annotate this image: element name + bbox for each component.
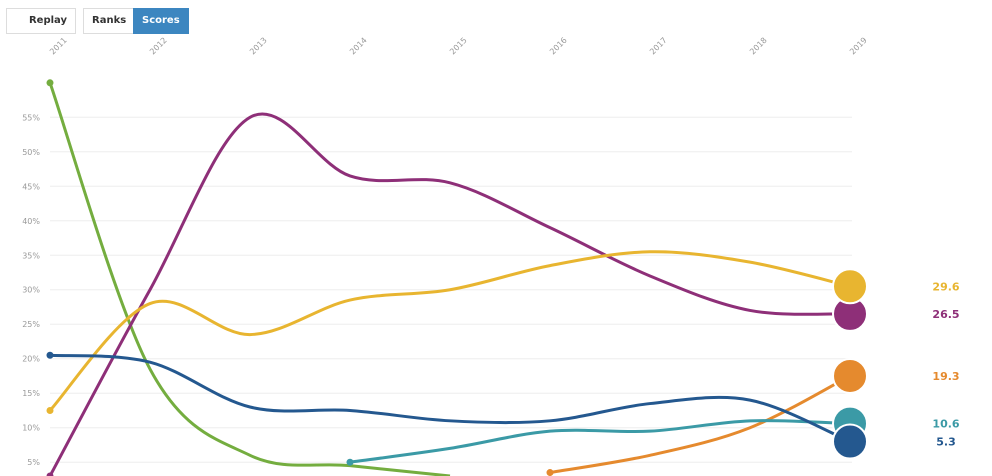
- series-line: [49, 353, 851, 443]
- value-label: 10.6: [932, 418, 959, 431]
- x-tick-label: 2018: [748, 36, 769, 57]
- x-tick-label: 2014: [348, 36, 369, 57]
- x-tick-label: 2019: [848, 36, 869, 57]
- start-dot: [346, 458, 354, 466]
- series-line: [48, 112, 851, 476]
- value-label: 26.5: [932, 308, 959, 321]
- value-label: 19.3: [932, 370, 959, 383]
- x-tick-label: 2016: [548, 36, 569, 57]
- y-tick-label: 10%: [22, 424, 40, 433]
- y-tick-label: 40%: [22, 217, 40, 226]
- scores-button[interactable]: Scores: [133, 8, 189, 34]
- x-tick-label: 2013: [248, 36, 269, 57]
- series-icon: [832, 268, 868, 305]
- y-tick-label: 30%: [22, 286, 40, 295]
- series-line: [48, 250, 851, 412]
- y-tick-label: 50%: [22, 148, 40, 157]
- y-tick-label: 25%: [22, 320, 40, 329]
- x-tick-label: 2017: [648, 36, 669, 57]
- y-tick-label: 5%: [27, 458, 40, 467]
- series-line: [48, 82, 451, 476]
- y-tick-label: 15%: [22, 389, 40, 398]
- replay-button[interactable]: Replay: [6, 8, 76, 34]
- x-tick-label: 2015: [448, 36, 469, 57]
- y-tick-label: 35%: [22, 251, 40, 260]
- series-icon: [832, 357, 868, 394]
- series-line: [549, 374, 851, 475]
- y-tick-label: 20%: [22, 355, 40, 364]
- value-label: 5.3: [936, 436, 956, 449]
- series-icon: [832, 423, 868, 460]
- y-tick-label: 55%: [22, 113, 40, 122]
- x-tick-label: 2011: [48, 36, 69, 57]
- start-dot: [46, 351, 54, 359]
- start-dot: [546, 469, 554, 476]
- y-tick-label: 45%: [22, 182, 40, 191]
- series-line: [349, 419, 851, 464]
- ranks-button[interactable]: Ranks: [83, 8, 135, 34]
- x-tick-label: 2012: [148, 36, 169, 57]
- start-dot: [46, 472, 54, 476]
- series-icon: [832, 405, 868, 442]
- series-icon: [832, 295, 868, 332]
- start-dot: [46, 406, 54, 414]
- value-label: 29.6: [932, 280, 959, 293]
- start-dot: [46, 79, 54, 87]
